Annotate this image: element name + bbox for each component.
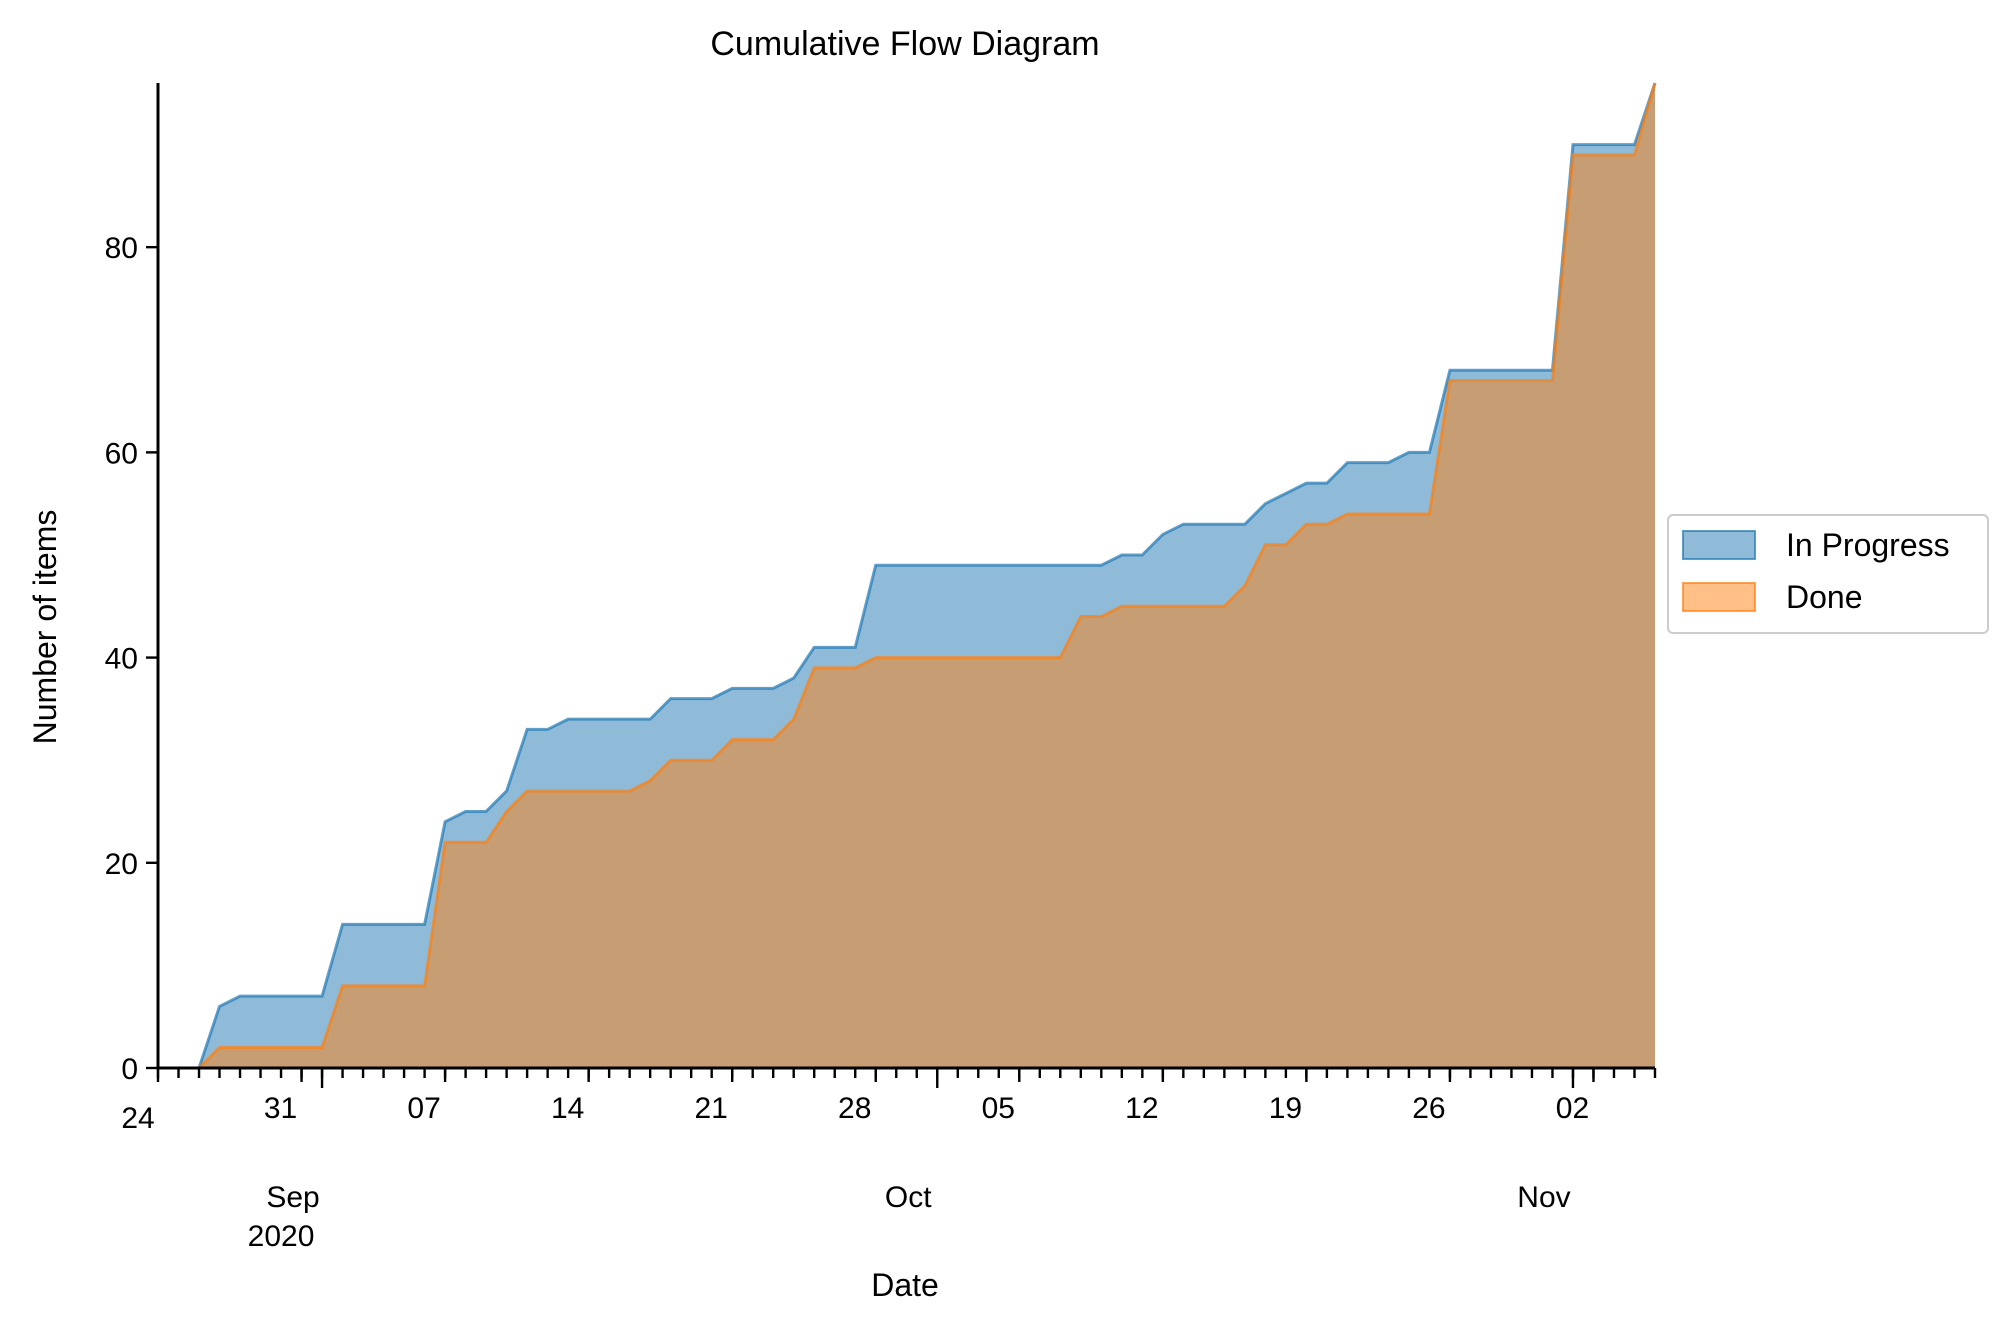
x-tick-label: 14 — [551, 1092, 584, 1125]
chart-title: Cumulative Flow Diagram — [710, 25, 1099, 63]
x-year-label: 2020 — [248, 1220, 315, 1253]
x-month-label: Nov — [1517, 1181, 1570, 1214]
x-axis-label: Date — [871, 1267, 939, 1303]
x-tick-label: 26 — [1412, 1092, 1445, 1125]
area-done — [199, 83, 1656, 1068]
y-tick-label: 60 — [105, 437, 138, 470]
y-tick-label: 40 — [105, 643, 138, 676]
x-month-label: Oct — [885, 1181, 932, 1214]
x-tick-label: 24 — [121, 1102, 154, 1135]
legend-swatch-done — [1682, 582, 1756, 612]
y-tick-label: 80 — [105, 232, 138, 265]
x-tick-label: 12 — [1125, 1092, 1158, 1125]
x-tick-label: 07 — [407, 1092, 440, 1125]
series-layer — [197, 82, 1657, 1070]
x-tick-label: 19 — [1269, 1092, 1302, 1125]
legend-label-in-progress: In Progress — [1786, 527, 1950, 563]
x-tick-label: 28 — [838, 1092, 871, 1125]
legend-swatch-in-progress — [1682, 530, 1756, 560]
line-done — [197, 82, 1657, 1070]
line-in-progress — [197, 82, 1657, 1069]
x-tick-label: 21 — [695, 1092, 728, 1125]
axes-layer: 0 20 40 60 80 24 31 07 14 21 28 05 12 19 26 02 Sep 2020 Oc… — [105, 83, 1657, 1253]
x-tick-label: 05 — [982, 1092, 1015, 1125]
y-tick-label: 20 — [105, 848, 138, 881]
legend: In Progress Done — [1667, 514, 1989, 634]
legend-label-done: Done — [1786, 579, 1863, 615]
y-axis-label: Number of items — [27, 510, 63, 745]
y-tick-label: 0 — [121, 1053, 138, 1086]
x-month-label: Sep — [266, 1181, 319, 1214]
x-tick-label: 02 — [1556, 1092, 1589, 1125]
x-tick-label: 31 — [264, 1092, 297, 1125]
